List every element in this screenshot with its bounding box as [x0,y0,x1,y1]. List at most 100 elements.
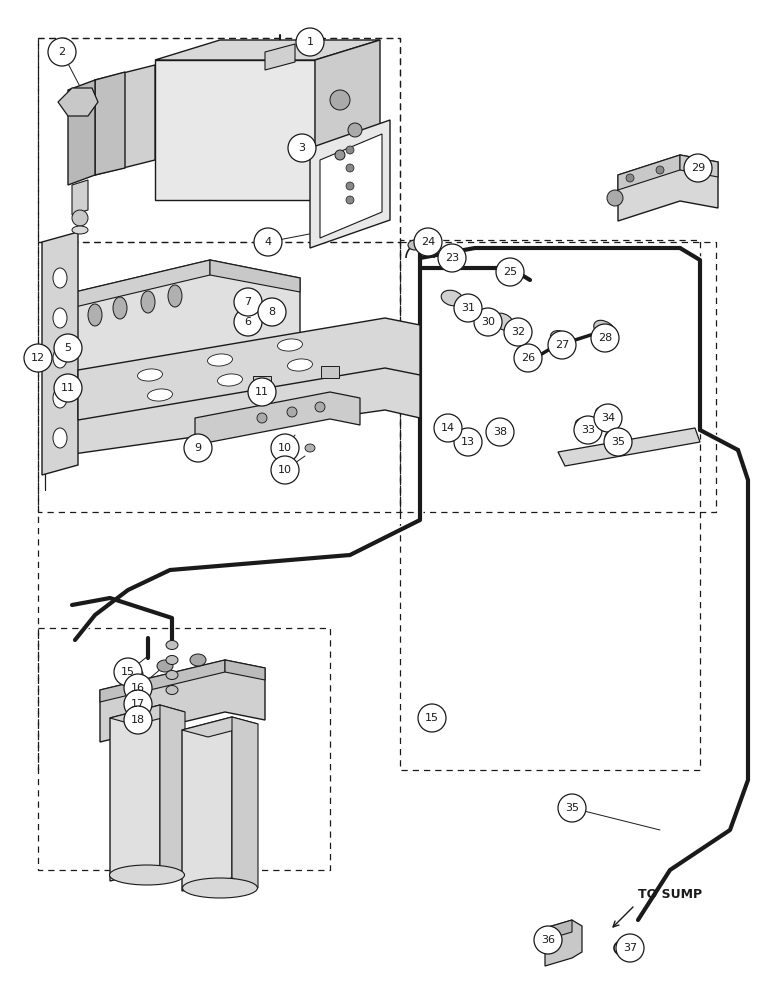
Polygon shape [310,120,390,248]
Ellipse shape [437,417,459,433]
Circle shape [656,166,664,174]
Ellipse shape [408,240,422,250]
Ellipse shape [605,430,631,446]
Ellipse shape [287,359,313,371]
Text: 4: 4 [265,237,272,247]
Text: 12: 12 [31,353,45,363]
Ellipse shape [33,346,51,370]
Text: 35: 35 [565,803,579,813]
Polygon shape [75,260,300,402]
Text: 6: 6 [245,317,252,327]
Circle shape [258,298,286,326]
Ellipse shape [594,320,616,340]
Circle shape [346,146,354,154]
Ellipse shape [53,388,67,408]
Polygon shape [160,705,185,875]
Ellipse shape [457,430,479,446]
Polygon shape [78,318,420,420]
Circle shape [548,331,576,359]
Polygon shape [75,260,210,307]
Polygon shape [210,260,300,292]
Ellipse shape [516,346,540,364]
Text: 2: 2 [59,47,66,57]
Ellipse shape [166,686,178,694]
Text: 38: 38 [493,427,507,437]
Text: 10: 10 [278,443,292,453]
Circle shape [114,658,142,686]
Polygon shape [545,920,582,966]
Circle shape [54,334,82,362]
Text: 33: 33 [581,425,595,435]
Polygon shape [42,232,78,475]
Polygon shape [68,80,95,185]
Circle shape [348,123,362,137]
Circle shape [346,196,354,204]
Polygon shape [100,660,225,702]
Polygon shape [95,65,155,175]
Polygon shape [95,72,125,175]
Ellipse shape [53,428,67,448]
Circle shape [287,407,297,417]
Text: TO SUMP: TO SUMP [638,888,702,902]
Ellipse shape [53,268,67,288]
Circle shape [558,794,586,822]
Circle shape [346,164,354,172]
Circle shape [594,404,622,432]
Polygon shape [558,428,700,466]
Polygon shape [110,705,160,881]
Ellipse shape [595,407,621,423]
Text: 15: 15 [121,667,135,677]
Polygon shape [545,920,572,940]
Ellipse shape [218,374,242,386]
Circle shape [418,704,446,732]
Polygon shape [680,155,718,177]
Ellipse shape [182,878,258,898]
Ellipse shape [305,444,315,452]
Polygon shape [320,134,382,238]
Ellipse shape [166,641,178,650]
Circle shape [626,174,634,182]
Circle shape [234,308,262,336]
Polygon shape [618,155,718,221]
Circle shape [574,416,602,444]
Ellipse shape [53,348,67,368]
Circle shape [48,38,76,66]
Text: 30: 30 [481,317,495,327]
Text: 15: 15 [425,713,439,723]
Polygon shape [100,660,265,742]
Polygon shape [182,717,232,891]
Ellipse shape [166,656,178,664]
Circle shape [315,402,325,412]
Circle shape [335,150,345,160]
Polygon shape [618,155,680,190]
Polygon shape [155,40,380,60]
Ellipse shape [157,660,173,672]
Ellipse shape [127,668,143,680]
Ellipse shape [278,339,303,351]
Circle shape [514,344,542,372]
Circle shape [414,228,442,256]
Circle shape [257,413,267,423]
Polygon shape [182,717,258,737]
Text: 18: 18 [131,715,145,725]
Ellipse shape [168,285,182,307]
Ellipse shape [190,654,206,666]
Polygon shape [315,40,380,200]
Polygon shape [225,660,265,680]
Text: 24: 24 [421,237,435,247]
Ellipse shape [459,302,481,318]
Text: 25: 25 [503,267,517,277]
Circle shape [271,456,299,484]
Circle shape [124,674,152,702]
Circle shape [504,318,532,346]
Circle shape [296,28,324,56]
Circle shape [454,428,482,456]
Circle shape [434,414,462,442]
Circle shape [54,374,82,402]
Ellipse shape [141,291,155,313]
Circle shape [124,706,152,734]
Text: 14: 14 [441,423,455,433]
Circle shape [616,934,644,962]
Ellipse shape [575,418,601,434]
Text: 9: 9 [195,443,201,453]
